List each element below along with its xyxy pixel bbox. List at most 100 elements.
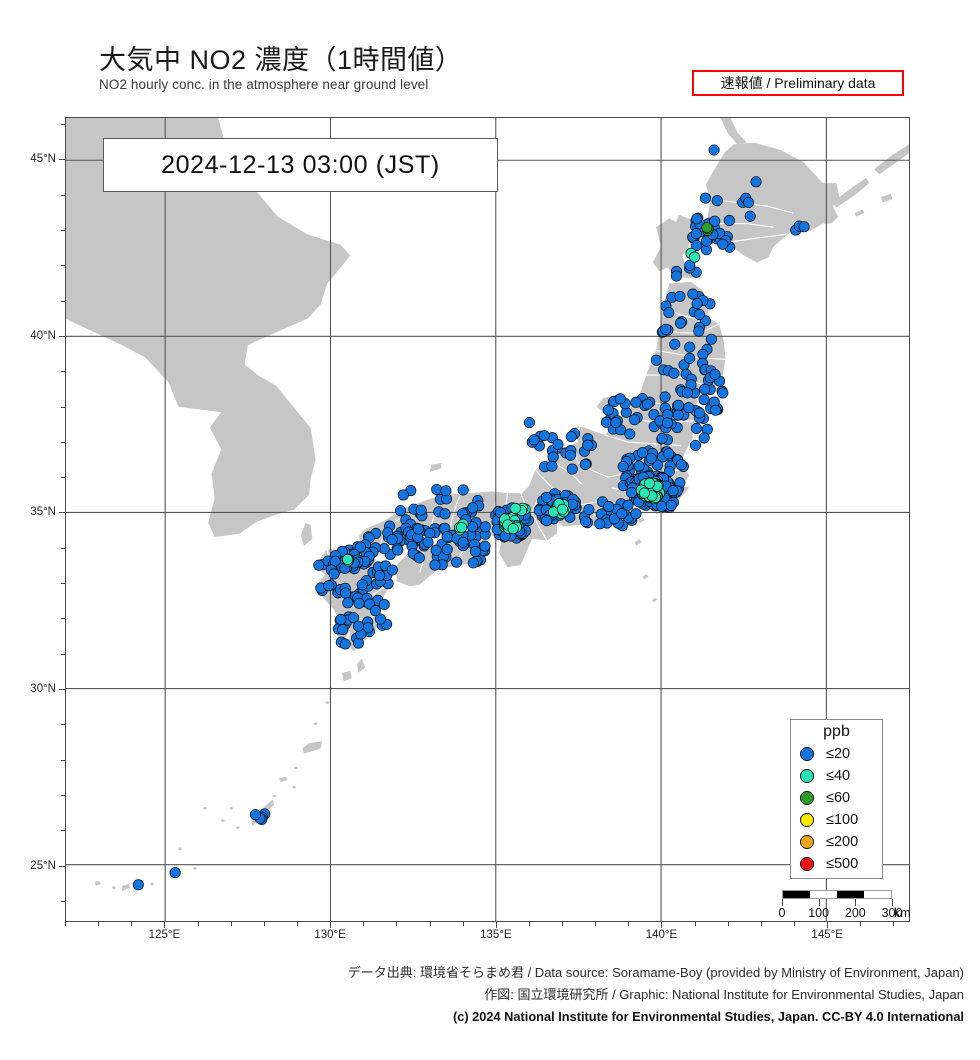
station-dot[interactable] xyxy=(479,521,491,533)
station-dots-layer[interactable] xyxy=(132,144,810,891)
station-dot[interactable] xyxy=(412,523,424,535)
station-dot[interactable] xyxy=(348,612,360,624)
station-dot[interactable] xyxy=(441,543,453,555)
station-dot[interactable] xyxy=(386,534,398,546)
station-dot[interactable] xyxy=(693,407,706,419)
station-dot[interactable] xyxy=(689,251,701,263)
station-dot[interactable] xyxy=(675,459,687,471)
station-dot[interactable] xyxy=(440,485,452,497)
station-dot[interactable] xyxy=(744,210,756,222)
station-dot[interactable] xyxy=(342,553,354,565)
station-dot[interactable] xyxy=(798,221,810,233)
station-dot[interactable] xyxy=(684,352,696,364)
station-dot[interactable] xyxy=(743,196,755,209)
station-dot[interactable] xyxy=(386,564,398,576)
station-dot[interactable] xyxy=(709,368,721,380)
station-dot[interactable] xyxy=(378,598,390,611)
station-dot[interactable] xyxy=(565,431,577,443)
station-dot[interactable] xyxy=(541,515,553,527)
station-dot[interactable] xyxy=(660,323,672,335)
station-dot[interactable] xyxy=(610,417,622,429)
station-dot[interactable] xyxy=(439,508,451,520)
station-dot[interactable] xyxy=(339,587,352,599)
station-dot[interactable] xyxy=(667,485,679,497)
station-dot[interactable] xyxy=(323,580,335,592)
station-dot[interactable] xyxy=(582,439,594,451)
station-dot[interactable] xyxy=(684,341,696,353)
station-dot[interactable] xyxy=(614,393,626,405)
station-dot[interactable] xyxy=(665,499,677,511)
station-dot[interactable] xyxy=(374,613,386,625)
station-dot[interactable] xyxy=(538,430,550,442)
station-dot[interactable] xyxy=(132,879,144,891)
station-dot[interactable] xyxy=(674,290,686,302)
station-dot[interactable] xyxy=(249,809,261,821)
station-dot[interactable] xyxy=(546,460,558,472)
station-dot[interactable] xyxy=(674,317,686,329)
station-dot[interactable] xyxy=(672,399,684,411)
station-dot[interactable] xyxy=(335,613,347,625)
station-dot[interactable] xyxy=(547,451,559,463)
station-dot[interactable] xyxy=(630,396,642,408)
station-dot[interactable] xyxy=(342,597,354,609)
station-dot[interactable] xyxy=(668,367,680,379)
station-dot[interactable] xyxy=(622,499,634,511)
station-dot[interactable] xyxy=(392,544,404,556)
station-dot[interactable] xyxy=(353,597,365,609)
station-dot[interactable] xyxy=(169,867,181,879)
station-dot[interactable] xyxy=(661,417,674,429)
station-dot[interactable] xyxy=(431,483,443,496)
station-dot[interactable] xyxy=(552,438,564,450)
station-dot[interactable] xyxy=(690,228,702,240)
station-dot[interactable] xyxy=(602,404,614,416)
station-dot[interactable] xyxy=(689,439,702,451)
station-dot[interactable] xyxy=(456,521,468,534)
station-dot[interactable] xyxy=(656,432,668,445)
station-dot[interactable] xyxy=(556,503,568,515)
station-dot[interactable] xyxy=(636,447,649,459)
map-frame[interactable] xyxy=(65,117,910,922)
station-dot[interactable] xyxy=(352,620,364,632)
station-dot[interactable] xyxy=(633,460,645,472)
station-dot[interactable] xyxy=(507,523,519,535)
station-dot[interactable] xyxy=(374,570,386,582)
station-dot[interactable] xyxy=(723,214,735,226)
station-dot[interactable] xyxy=(413,552,425,564)
station-dot[interactable] xyxy=(659,391,671,403)
station-dot[interactable] xyxy=(441,531,453,543)
station-dot[interactable] xyxy=(594,518,606,530)
station-dot[interactable] xyxy=(629,414,641,426)
station-dot[interactable] xyxy=(693,308,705,320)
station-dot[interactable] xyxy=(528,434,540,446)
station-dot[interactable] xyxy=(600,416,612,428)
station-dot[interactable] xyxy=(566,463,578,475)
station-dot[interactable] xyxy=(626,487,638,499)
station-dot[interactable] xyxy=(583,503,595,516)
station-dot[interactable] xyxy=(630,508,642,520)
map-canvas[interactable] xyxy=(66,118,909,921)
station-dot[interactable] xyxy=(397,489,409,501)
station-dot[interactable] xyxy=(467,557,479,569)
station-dot[interactable] xyxy=(672,409,684,421)
station-dot[interactable] xyxy=(457,484,469,496)
station-dot[interactable] xyxy=(656,500,668,512)
station-dot[interactable] xyxy=(691,213,703,225)
station-dot[interactable] xyxy=(509,502,521,514)
station-dot[interactable] xyxy=(641,398,653,410)
station-dot[interactable] xyxy=(313,559,325,571)
station-dot[interactable] xyxy=(643,477,656,489)
station-dot[interactable] xyxy=(467,502,479,514)
station-dot[interactable] xyxy=(701,222,713,234)
station-dot[interactable] xyxy=(705,333,717,345)
station-dot[interactable] xyxy=(603,500,615,512)
station-dot[interactable] xyxy=(616,508,628,520)
station-dot[interactable] xyxy=(699,383,711,395)
station-dot[interactable] xyxy=(479,540,491,552)
station-dot[interactable] xyxy=(422,536,434,548)
station-dot[interactable] xyxy=(683,402,695,414)
station-dot[interactable] xyxy=(356,579,368,591)
station-dot[interactable] xyxy=(451,556,463,568)
station-dot[interactable] xyxy=(415,504,427,516)
station-dot[interactable] xyxy=(690,422,703,434)
station-dot[interactable] xyxy=(430,544,442,556)
